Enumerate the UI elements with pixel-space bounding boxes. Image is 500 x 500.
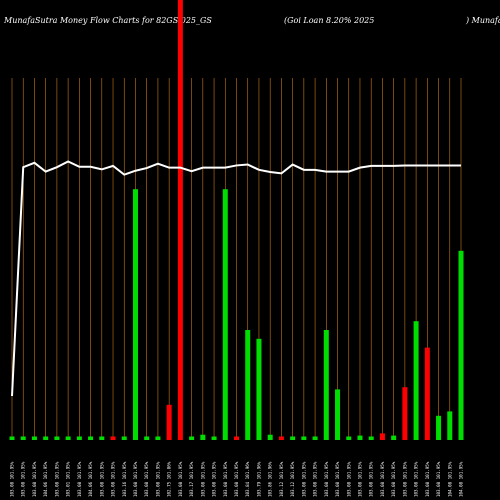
x-tick-label: 103.08 101.95% [10, 461, 15, 497]
x-tick-label: 103.12 101.95% [290, 461, 295, 497]
money-flow-bar [256, 338, 262, 440]
money-flow-bar [424, 347, 430, 440]
money-flow-bar [413, 321, 419, 440]
money-flow-bar [65, 436, 71, 440]
money-flow-bar [458, 250, 464, 440]
money-flow-bar [20, 436, 26, 440]
x-tick-label: 103.01 101.95% [66, 461, 71, 497]
money-flow-bar [31, 436, 37, 440]
money-flow-bar [9, 436, 15, 440]
x-tick-label: 103.08 101.95% [32, 461, 37, 497]
x-tick-label: 103.08 101.95% [111, 461, 116, 497]
x-tick-label: 103.08 101.95% [346, 461, 351, 497]
money-flow-bar [290, 436, 296, 440]
x-tick-label: 103.08 101.95% [99, 461, 104, 497]
x-tick-label: 104.06 101.95% [88, 461, 93, 497]
vertical-gridlines [11, 78, 462, 440]
money-flow-bar [155, 436, 161, 440]
x-axis-tick-labels: 103.08 101.95% 103.08 101.95% 103.08 101.9… [10, 461, 464, 497]
x-tick-label: 103.08 101.95% [234, 461, 239, 497]
money-flow-bar [335, 389, 341, 440]
x-tick-label: 103.12 101.95% [279, 461, 284, 497]
x-tick-label: 103.08 101.95% [380, 461, 385, 497]
money-flow-bar [301, 436, 307, 440]
x-tick-label: 103.08 101.95% [178, 461, 183, 497]
money-flow-bar [312, 436, 318, 440]
money-flow-bar [234, 436, 239, 440]
x-tick-label: 103.08 101.95% [357, 461, 362, 497]
x-tick-label: 103.08 101.95% [21, 461, 26, 497]
x-tick-label: 103.86 101.96% [268, 461, 273, 497]
x-tick-label: 103.08 101.95% [144, 461, 149, 497]
money-flow-bar [436, 415, 442, 440]
x-tick-label: 103.08 101.95% [77, 461, 82, 497]
x-tick-label: 103.79 101.96% [256, 461, 261, 497]
money-flow-bar [166, 404, 172, 440]
money-flow-bar [368, 436, 374, 440]
money-flow-bar [245, 330, 251, 440]
money-flow-bar [200, 434, 206, 440]
money-flow-bar [144, 436, 150, 440]
money-flow-bar [357, 435, 363, 440]
x-tick-label: 103.08 101.95% [436, 461, 441, 497]
x-tick-label: 103.08 101.95% [200, 461, 205, 497]
money-flow-bar [379, 433, 385, 440]
x-tick-label: 103.17 101.95% [189, 461, 194, 497]
x-tick-label: 104.08 101.95% [459, 461, 464, 497]
money-flow-bar [278, 436, 284, 440]
x-tick-label: 103.08 101.95% [335, 461, 340, 497]
money-flow-bar [132, 189, 138, 440]
money-flow-bar [323, 330, 329, 440]
x-tick-label: 103.08 101.95% [301, 461, 306, 497]
x-tick-label: 104.06 101.95% [43, 461, 48, 497]
money-flow-bar [76, 436, 82, 440]
money-flow-bar [99, 436, 105, 440]
x-tick-label: 103.08 101.95% [54, 461, 59, 497]
price-line [11, 160, 461, 397]
money-flow-bar [222, 189, 228, 440]
money-flow-bar [447, 411, 453, 440]
money-flow-bar [402, 387, 408, 440]
money-flow-bar [121, 436, 127, 440]
money-flow-bar [43, 436, 49, 440]
x-tick-label: 104.08 101.95% [447, 461, 452, 497]
chart-site-name: ) MunafaSutra.co [465, 16, 500, 25]
money-flow-bar [346, 436, 352, 440]
x-tick-label: 103.08 101.95% [155, 461, 160, 497]
x-tick-label: 103.08 101.95% [223, 461, 228, 497]
money-flow-bar [391, 435, 397, 440]
x-tick-label: 103.08 101.95% [133, 461, 138, 497]
money-flow-bar [110, 436, 116, 440]
money-flow-bar [177, 0, 183, 440]
x-tick-label: 103.08 101.95% [391, 461, 396, 497]
x-tick-label: 103.08 101.95% [402, 461, 407, 497]
x-tick-label: 102.75 101.86% [167, 461, 172, 497]
x-tick-label: 103.08 101.95% [369, 461, 374, 497]
money-flow-bar [189, 436, 195, 440]
x-tick-label: 103.08 101.95% [212, 461, 217, 497]
x-tick-label: 103.08 101.95% [414, 461, 419, 497]
money-flow-bar [211, 436, 217, 440]
x-tick-label: 103.08 101.95% [425, 461, 430, 497]
chart-subtitle: (Goi Loan 8.20% 2025 [284, 16, 374, 25]
x-tick-label: 103.08 101.95% [313, 461, 318, 497]
money-flow-bar [54, 436, 60, 440]
money-flow-bar [88, 436, 94, 440]
x-tick-label: 103.16 101.95% [122, 461, 127, 497]
chart-title: MunafaSutra Money Flow Charts for 82GS 0… [3, 16, 212, 25]
money-flow-bar [267, 434, 273, 440]
x-tick-label: 103.08 101.95% [324, 461, 329, 497]
money-flow-bars [9, 0, 464, 440]
x-tick-label: 103.84 101.96% [245, 461, 250, 497]
